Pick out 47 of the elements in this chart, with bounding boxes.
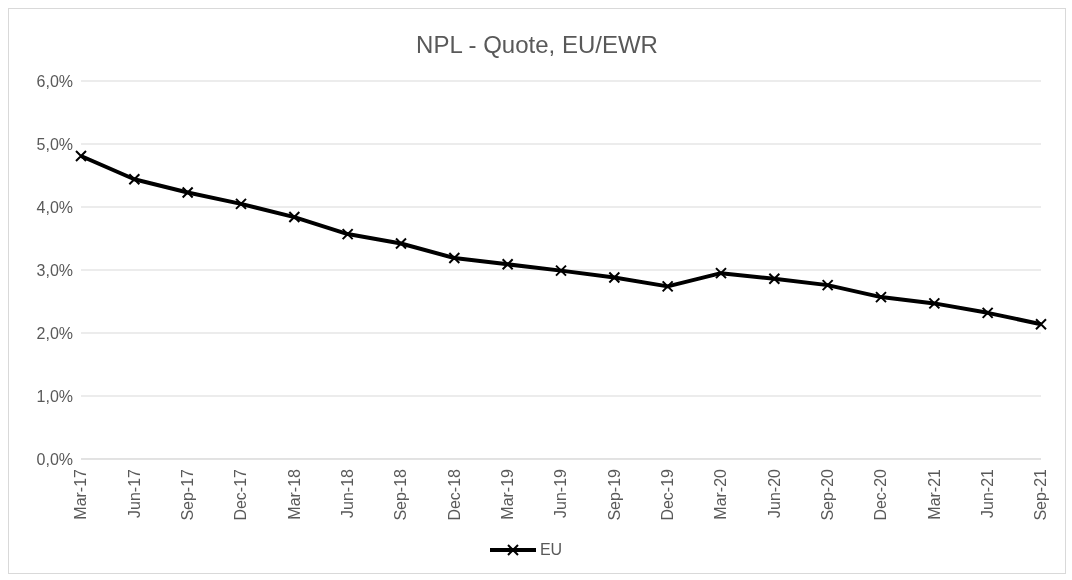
point bbox=[181, 186, 194, 199]
x-tick-label: Sep-21 bbox=[1032, 468, 1050, 521]
chart-title: NPL - Quote, EU/EWR bbox=[415, 31, 659, 59]
point bbox=[395, 237, 407, 250]
point bbox=[501, 258, 514, 271]
x-tick-label: Sep-17 bbox=[179, 468, 197, 521]
x-tick-label: Jun-18 bbox=[339, 468, 357, 518]
x-tick-label: Sep-19 bbox=[605, 468, 623, 521]
point bbox=[768, 272, 781, 285]
point bbox=[235, 197, 247, 210]
y-tick-label: 5,0% bbox=[36, 135, 73, 153]
x-tick-label: Jun-20 bbox=[765, 468, 783, 518]
point bbox=[875, 291, 887, 304]
point bbox=[928, 297, 941, 310]
point bbox=[128, 173, 141, 186]
y-tick-label: 1,0% bbox=[36, 387, 73, 405]
point bbox=[821, 279, 834, 292]
y-tick-label: 0,0% bbox=[36, 450, 73, 468]
point bbox=[1035, 318, 1047, 331]
point bbox=[341, 228, 354, 241]
point bbox=[608, 271, 621, 284]
point bbox=[555, 264, 567, 277]
x-tick-label: Dec-19 bbox=[659, 468, 677, 521]
x-tick-label: Dec-20 bbox=[872, 468, 890, 521]
x-tick-label: Dec-17 bbox=[232, 468, 250, 521]
y-tick-label: 3,0% bbox=[36, 261, 73, 279]
point bbox=[981, 306, 994, 319]
point bbox=[75, 149, 87, 162]
y-tick-label: 6,0% bbox=[36, 72, 73, 90]
point bbox=[288, 211, 301, 224]
x-tick-label: Mar-17 bbox=[72, 468, 90, 520]
y-tick-label: 4,0% bbox=[36, 198, 73, 216]
legend-label: EU bbox=[539, 541, 563, 559]
x-tick-label: Jun-17 bbox=[125, 468, 143, 518]
x-tick-label: Sep-18 bbox=[392, 468, 410, 521]
point bbox=[715, 267, 727, 280]
x-tick-label: Dec-18 bbox=[445, 468, 463, 521]
x-tick-label: Mar-20 bbox=[712, 468, 730, 520]
x-tick-label: Jun-19 bbox=[552, 468, 570, 518]
point bbox=[661, 280, 674, 293]
x-tick-label: Jun-21 bbox=[979, 468, 997, 518]
x-tick-label: Mar-19 bbox=[499, 468, 517, 520]
y-tick-label: 2,0% bbox=[36, 324, 73, 342]
x-tick-label: Mar-21 bbox=[925, 468, 943, 520]
x-tick-label: Mar-18 bbox=[285, 468, 303, 520]
x-tick-label: Sep-20 bbox=[819, 468, 837, 521]
point bbox=[448, 252, 461, 265]
